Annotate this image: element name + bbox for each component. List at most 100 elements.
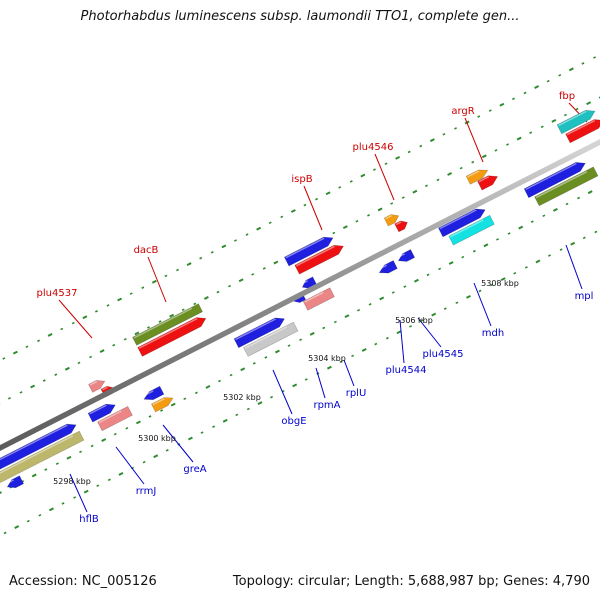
gene-label-rplU[interactable]: rplU <box>346 388 367 399</box>
guide-dash <box>454 127 458 130</box>
leader-dacB <box>147 256 167 303</box>
greA-feature-highlight <box>143 390 154 397</box>
guide-dash <box>367 214 371 217</box>
guide-dash <box>598 96 600 99</box>
gene-label-argR[interactable]: argR <box>451 106 474 117</box>
guide-dash <box>229 373 233 377</box>
obgE-feature <box>233 317 286 349</box>
leader-hflB <box>69 473 88 513</box>
guide-dash <box>488 109 492 112</box>
summary-text: Topology: circular; Length: 5,688,987 bp… <box>232 574 590 589</box>
guide-dash <box>148 415 152 418</box>
guide-dash <box>471 160 475 164</box>
gene-label-mdh[interactable]: mdh <box>482 328 504 339</box>
rrmJ-block-highlight <box>98 410 122 424</box>
hflB-small <box>6 475 25 489</box>
guide-dash <box>477 115 481 118</box>
guide-dash <box>14 525 20 529</box>
guide-dash <box>187 436 193 441</box>
guide-dash <box>586 101 592 106</box>
guide-dash <box>233 239 237 242</box>
gene-label-plu4545[interactable]: plu4545 <box>423 349 464 360</box>
guide-dash <box>280 215 284 219</box>
guide-dash <box>339 360 343 364</box>
plu4537-arrow-highlight <box>102 386 108 391</box>
gene-label-ispB[interactable]: ispB <box>291 174 312 185</box>
scale-tick-label: 5306 kbp <box>395 316 433 325</box>
guide-dash <box>212 425 216 428</box>
guide-dash <box>426 273 430 277</box>
guide-dash <box>374 342 378 346</box>
guide-dash <box>222 418 228 423</box>
guide-dash <box>530 220 534 223</box>
leader-ispB <box>303 185 323 231</box>
gene-label-plu4546[interactable]: plu4546 <box>353 142 394 153</box>
mdh-block <box>448 214 495 246</box>
guide-dash <box>12 350 18 355</box>
guide-dash <box>542 214 546 218</box>
guide-dash <box>355 219 359 223</box>
plu4546-feature-highlight <box>385 214 392 220</box>
gene-label-fbp[interactable]: fbp <box>559 91 575 102</box>
guide-dash <box>552 207 558 212</box>
guide-dash <box>429 138 435 143</box>
guide-dash <box>368 303 372 306</box>
guide-dash <box>153 454 159 459</box>
guide-dash <box>344 314 350 319</box>
guide-dash <box>210 251 214 254</box>
leader-plu4544 <box>399 319 405 364</box>
guide-dash <box>96 484 100 487</box>
guide-dash <box>252 362 256 365</box>
guide-dash <box>19 391 23 394</box>
guide-dash <box>516 136 522 141</box>
gene-label-rrmJ[interactable]: rrmJ <box>136 486 157 497</box>
guide-dash <box>218 379 222 383</box>
guide-dash <box>158 320 162 323</box>
guide-dash <box>101 438 107 442</box>
plu4546-arrow <box>394 220 408 233</box>
hflB-small-highlight <box>6 479 14 485</box>
rpmA-block <box>302 287 335 311</box>
guide-dash <box>299 338 303 342</box>
guide-dash <box>135 420 141 425</box>
guide-dash <box>559 248 563 251</box>
guide-dash <box>483 243 489 248</box>
plu4537-feature <box>88 380 106 393</box>
guide-dash <box>257 401 263 406</box>
guide-dash <box>106 304 110 307</box>
gene-label-mpl[interactable]: mpl <box>575 291 594 302</box>
plu4537-feature-highlight <box>89 380 98 386</box>
guide-dash <box>83 489 89 494</box>
gene-label-dacB[interactable]: dacB <box>134 245 159 256</box>
gene-label-rpmA[interactable]: rpmA <box>313 400 340 411</box>
gene-label-obgE[interactable]: obgE <box>281 416 306 427</box>
gene-label-hflB[interactable]: hflB <box>79 514 99 525</box>
guide-dash <box>194 391 198 395</box>
label-leader-lines <box>58 102 588 513</box>
guide-dash <box>142 460 146 464</box>
leader-greA <box>162 424 194 463</box>
guide-dash <box>3 531 7 535</box>
mdh-block-highlight <box>449 219 484 238</box>
guide-dash <box>309 331 315 336</box>
obgE-feature-highlight <box>235 318 276 341</box>
guide-dash <box>0 491 2 495</box>
guide-dash <box>419 144 423 148</box>
argR-arrow <box>477 175 499 191</box>
leader-rplU <box>343 359 355 387</box>
gene-labels: plu4537 dacB ispB plu4546 argR fbp hflB rrmJ gre… <box>37 91 594 525</box>
guide-dash <box>349 180 353 183</box>
guide-dash <box>360 173 366 178</box>
leader-plu4537 <box>58 299 93 339</box>
gene-label-greA[interactable]: greA <box>183 464 206 475</box>
gene-label-plu4544[interactable]: plu4544 <box>386 365 427 376</box>
guide-dash <box>563 113 567 117</box>
leader-argR <box>464 117 484 163</box>
mdh-feature-highlight <box>439 209 477 230</box>
gene-label-plu4537[interactable]: plu4537 <box>37 288 78 299</box>
guide-dash <box>391 291 395 294</box>
guide-dash <box>170 402 176 407</box>
guide-dash <box>379 296 385 301</box>
guide-dash <box>384 162 388 166</box>
